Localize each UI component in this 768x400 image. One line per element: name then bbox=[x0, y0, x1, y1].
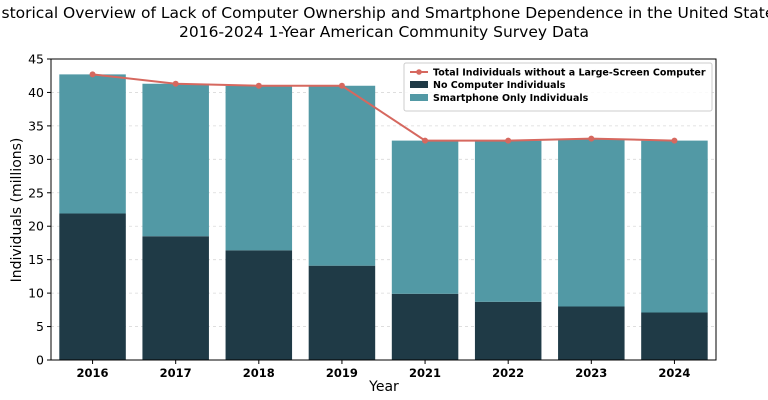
x-tick-label: 2022 bbox=[492, 366, 524, 380]
legend-label-no-computer: No Computer Individuals bbox=[433, 80, 566, 91]
y-tick-label: 40 bbox=[28, 85, 44, 100]
bar-smartphone-only bbox=[308, 85, 376, 266]
y-tick-label: 0 bbox=[36, 353, 44, 368]
bar-no-computer bbox=[474, 301, 542, 360]
y-tick-label: 35 bbox=[28, 118, 44, 133]
total-line-series bbox=[89, 71, 678, 144]
total-line-point bbox=[422, 137, 429, 144]
total-line-point bbox=[172, 80, 179, 87]
legend-label-total: Total Individuals without a Large-Screen… bbox=[433, 68, 706, 79]
x-tick-label: 2016 bbox=[77, 366, 109, 380]
total-line-point bbox=[89, 71, 96, 78]
bar-no-computer bbox=[641, 312, 708, 360]
bar-smartphone-only bbox=[391, 140, 459, 294]
bar-no-computer bbox=[142, 236, 209, 360]
y-tick-label: 25 bbox=[28, 185, 44, 200]
bar-no-computer bbox=[59, 213, 126, 360]
bar-smartphone-only bbox=[142, 83, 209, 237]
legend-box bbox=[403, 62, 713, 112]
x-tick-label: 2018 bbox=[243, 366, 275, 380]
total-line-point bbox=[671, 137, 678, 144]
x-axis-label: Year bbox=[368, 379, 399, 395]
bar-no-computer bbox=[558, 306, 625, 360]
x-tick-label: 2023 bbox=[575, 366, 607, 380]
y-axis-label: Individuals (millions) bbox=[9, 138, 25, 283]
bar-smartphone-only bbox=[558, 138, 625, 307]
bar-smartphone-only bbox=[59, 74, 126, 214]
y-tick-label: 10 bbox=[28, 286, 44, 301]
total-line-point bbox=[505, 137, 512, 144]
bar-smartphone-only bbox=[225, 85, 293, 251]
total-line bbox=[92, 73, 675, 142]
x-tick-label: 2019 bbox=[326, 366, 358, 380]
bar-no-computer bbox=[308, 265, 376, 360]
bar-smartphone-only bbox=[641, 140, 708, 313]
y-tick-label: 20 bbox=[28, 219, 44, 234]
legend-label-smartphone-only: Smartphone Only Individuals bbox=[433, 93, 589, 104]
total-line-point bbox=[588, 135, 595, 142]
x-tick-label: 2024 bbox=[658, 366, 690, 380]
y-axis: 0 5 10 15 20 25 30 35 40 45 bbox=[28, 52, 51, 368]
legend-swatch-no-computer bbox=[410, 81, 428, 88]
bar-no-computer bbox=[225, 250, 293, 360]
x-axis: 2016 2017 2018 2019 2021 2022 2023 2024 bbox=[77, 360, 690, 380]
x-tick-label: 2021 bbox=[409, 366, 441, 380]
legend-swatch-total-marker bbox=[416, 69, 422, 75]
chart-title-line2: 2016-2024 1-Year American Community Surv… bbox=[179, 23, 589, 41]
chart-title-line1: Historical Overview of Lack of Computer … bbox=[0, 4, 768, 22]
legend: Total Individuals without a Large-Screen… bbox=[403, 62, 713, 112]
bar-smartphone-only bbox=[474, 140, 542, 302]
plot-frame bbox=[50, 58, 717, 361]
total-line-point bbox=[338, 82, 345, 89]
x-tick-label: 2017 bbox=[160, 366, 192, 380]
bar-no-computer bbox=[391, 293, 459, 360]
y-tick-label: 5 bbox=[36, 319, 44, 334]
y-tick-label: 15 bbox=[28, 252, 44, 267]
bars bbox=[59, 74, 708, 360]
total-line-point bbox=[255, 82, 262, 89]
legend-swatch-smartphone-only bbox=[410, 94, 428, 101]
y-tick-label: 30 bbox=[28, 152, 44, 167]
y-tick-label: 45 bbox=[28, 52, 44, 67]
